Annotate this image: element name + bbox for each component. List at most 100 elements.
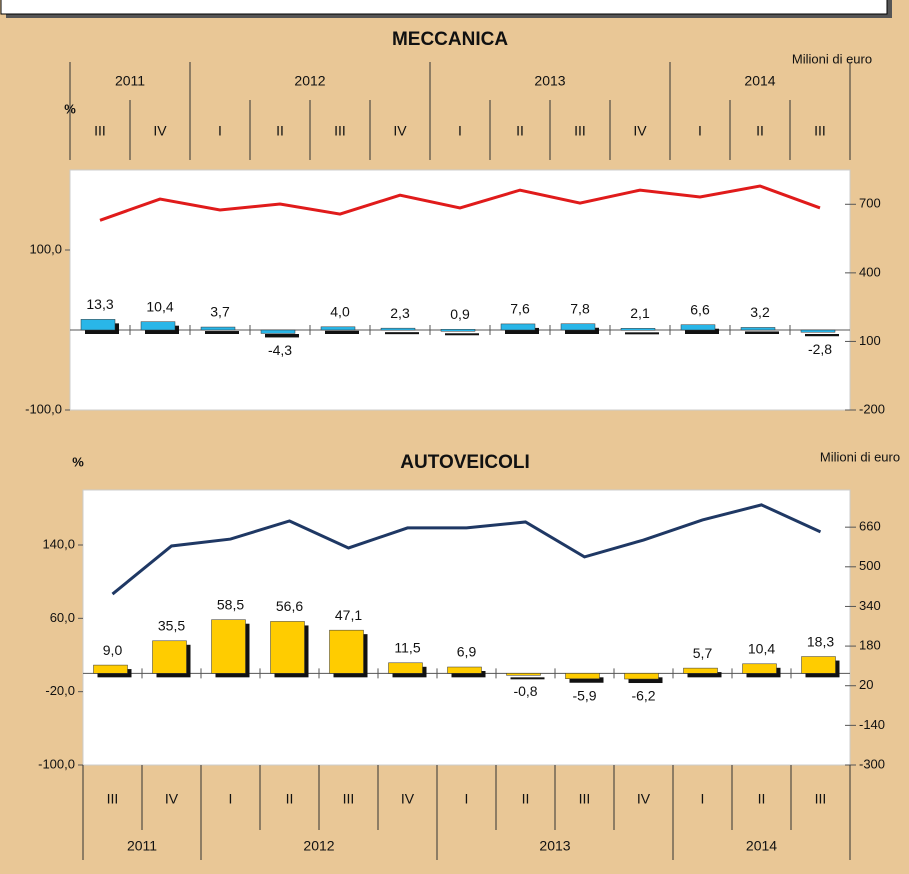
bar-shadow	[265, 334, 299, 338]
quarter-label: III	[815, 791, 827, 807]
bar-shadow	[685, 328, 719, 334]
bar	[565, 673, 600, 679]
quarter-label: III	[334, 123, 346, 139]
value-label: -5,9	[572, 687, 596, 703]
quarter-label: I	[458, 123, 462, 139]
value-label: 10,4	[146, 298, 173, 314]
quarter-label: II	[516, 123, 524, 139]
bar	[742, 663, 777, 674]
bar	[624, 673, 659, 680]
y-axis-label: %	[72, 454, 84, 469]
value-label: 58,5	[217, 596, 244, 612]
quarter-label: II	[756, 123, 764, 139]
line	[111, 503, 822, 596]
value-label: 18,3	[807, 633, 834, 649]
year-label: 2012	[303, 838, 334, 854]
bar-shadow	[569, 677, 604, 683]
value-label: -2,8	[808, 341, 832, 357]
value-label: 10,4	[748, 641, 775, 657]
value-label: 7,6	[510, 301, 530, 317]
bar-shadow	[510, 677, 545, 680]
y2-tick-label: -200	[859, 401, 885, 416]
value-label: 9,0	[103, 642, 123, 658]
bar-shadow	[625, 332, 659, 335]
value-label: 7,8	[570, 300, 590, 316]
quarter-label: I	[218, 123, 222, 139]
quarter-label: III	[343, 791, 355, 807]
value-label: -6,2	[631, 688, 655, 704]
quarter-label: II	[758, 791, 766, 807]
bar-shadow	[385, 332, 419, 335]
year-label: 2011	[127, 838, 157, 854]
value-label: 6,6	[690, 301, 710, 317]
value-label: 0,9	[450, 306, 470, 322]
bar	[801, 656, 836, 674]
quarter-label: IV	[153, 123, 167, 139]
y2-axis-label: Milioni di euro	[820, 449, 900, 464]
value-label: 6,9	[457, 644, 477, 660]
quarter-label: IV	[633, 123, 647, 139]
bar	[447, 666, 482, 674]
quarter-label: IV	[165, 791, 179, 807]
quarter-label: III	[814, 123, 826, 139]
y-tick-label: -20,0	[45, 683, 75, 698]
value-label: 2,1	[630, 305, 650, 321]
y2-axis-label: Milioni di euro	[792, 51, 872, 66]
y2-tick-label: 660	[859, 519, 881, 534]
value-label: -4,3	[268, 342, 292, 358]
y2-tick-label: 180	[859, 638, 881, 653]
value-label: 3,7	[210, 304, 230, 320]
bar-shadow	[565, 327, 599, 334]
bar-shadow	[325, 330, 359, 334]
chart-title: AUTOVEICOLI	[400, 452, 530, 473]
year-label: 2014	[746, 838, 777, 854]
bar-shadow	[505, 327, 539, 334]
y-tick-label: 60,0	[50, 610, 75, 625]
chart-title: MECCANICA	[392, 29, 508, 50]
quarter-label: IV	[401, 791, 415, 807]
quarter-label: II	[286, 791, 294, 807]
year-label: 2013	[534, 73, 565, 89]
bar-shadow	[745, 331, 779, 334]
y-tick-label: 100,0	[29, 241, 62, 256]
bar	[152, 640, 187, 674]
quarter-label: IV	[393, 123, 407, 139]
quarter-label: IV	[637, 791, 651, 807]
quarter-label: I	[465, 791, 469, 807]
y2-tick-label: 100	[859, 333, 881, 348]
y2-tick-label: 700	[859, 196, 881, 211]
bar	[260, 329, 296, 334]
quarter-label: I	[701, 791, 705, 807]
bar	[740, 327, 776, 331]
value-label: 47,1	[335, 607, 362, 623]
quarter-label: I	[698, 123, 702, 139]
y2-tick-label: -140	[859, 717, 885, 732]
year-label: 2013	[539, 838, 570, 854]
value-label: -0,8	[513, 683, 537, 699]
bar	[800, 329, 836, 333]
bar	[93, 664, 128, 674]
quarter-label: III	[579, 791, 591, 807]
bar-shadow	[445, 333, 479, 336]
value-label: 2,3	[390, 305, 410, 321]
bar	[320, 326, 356, 331]
value-label: 56,6	[276, 598, 303, 614]
bar	[620, 328, 656, 331]
value-label: 13,3	[86, 296, 113, 312]
bar	[380, 327, 416, 331]
y2-tick-label: 400	[859, 264, 881, 279]
year-label: 2012	[294, 73, 325, 89]
bar	[388, 662, 423, 674]
year-label: 2014	[744, 73, 775, 89]
y-tick-label: 140,0	[42, 536, 75, 551]
year-label: 2011	[115, 73, 145, 89]
bar	[506, 673, 541, 676]
top-box	[0, 0, 888, 15]
value-label: 11,5	[394, 639, 420, 655]
bar	[680, 324, 716, 331]
bar	[500, 323, 536, 331]
bar-shadow	[205, 331, 239, 334]
quarter-label: II	[276, 123, 284, 139]
bar	[80, 319, 116, 331]
